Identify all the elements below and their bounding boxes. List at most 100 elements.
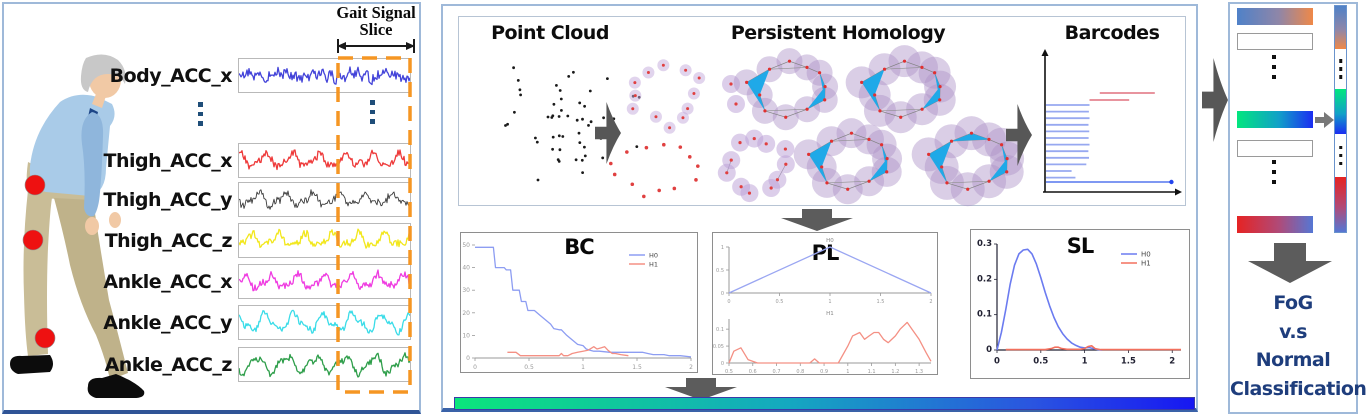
svg-text:0: 0 <box>727 299 730 305</box>
front-leg <box>54 198 128 380</box>
bc-plot-title: BC <box>564 235 594 259</box>
classification-panel: FoG v.s Normal Classification <box>1228 2 1366 414</box>
svg-text:0.7: 0.7 <box>773 369 781 375</box>
svg-text:0.5: 0.5 <box>716 268 724 274</box>
slice-range-arrow-icon <box>337 39 415 53</box>
svg-text:0: 0 <box>466 355 470 362</box>
signal-label: Thigh_ACC_x <box>103 150 233 172</box>
flow-arrow-right-icon <box>595 102 621 164</box>
signal-trace-box <box>238 347 411 382</box>
svg-text:0.9: 0.9 <box>820 369 828 375</box>
svg-text:1.5: 1.5 <box>877 299 885 305</box>
ellipsis-dots <box>1272 160 1276 184</box>
sl-plot-title: SL <box>1066 234 1095 258</box>
flow-arrow-down-icon <box>1248 243 1332 283</box>
svg-text:2: 2 <box>1169 357 1175 367</box>
vector-gradient-section <box>1335 177 1346 232</box>
gait-slice-window-box <box>336 56 412 394</box>
stage-title-barcodes: Barcodes <box>1064 22 1160 44</box>
signal-label: Thigh_ACC_y <box>103 189 232 211</box>
signal-label: Ankle_ACC_z <box>104 354 233 376</box>
svg-text:1.3: 1.3 <box>915 369 923 375</box>
svg-text:1: 1 <box>581 364 585 371</box>
svg-text:30: 30 <box>462 287 470 294</box>
svg-text:0.6: 0.6 <box>749 369 757 375</box>
back-shoe <box>10 355 53 374</box>
svg-text:1: 1 <box>828 299 831 305</box>
empty-feature-vector-bar <box>1237 140 1313 157</box>
tda-pipeline-panel: Point Cloud Persistent Homology Barcodes… <box>441 4 1198 412</box>
svg-text:1.5: 1.5 <box>1121 357 1136 367</box>
svg-text:0.5: 0.5 <box>725 369 733 375</box>
svg-text:0: 0 <box>473 364 477 371</box>
vector-ellipsis-section <box>1335 49 1346 89</box>
empty-feature-vector-bar <box>1237 33 1313 50</box>
svg-text:H1: H1 <box>1141 260 1151 268</box>
simplicial-complexes <box>609 45 1025 207</box>
svg-text:40: 40 <box>462 265 470 272</box>
gray-hair <box>80 54 126 92</box>
svg-text:1: 1 <box>846 369 849 375</box>
ellipsis-dots <box>370 100 375 124</box>
vector-ellipsis-section <box>1335 134 1346 177</box>
feature-vector-gradient-bar <box>454 397 1195 410</box>
elderly-person-illustration <box>10 54 145 398</box>
bc-plot: BC 0 0.5 1 1.5 2 0 10 20 30 40 50 H0 H1 <box>460 232 698 373</box>
classification-text-line: v.s <box>1279 321 1307 343</box>
svg-text:1.5: 1.5 <box>632 364 642 371</box>
svg-text:50: 50 <box>462 242 470 249</box>
svg-text:H0: H0 <box>649 252 658 260</box>
stacked-feature-vector <box>1334 5 1347 233</box>
flow-arrow-down-icon <box>781 209 853 231</box>
svg-text:0.5: 0.5 <box>524 364 534 371</box>
svg-text:1.1: 1.1 <box>868 369 876 375</box>
svg-text:0: 0 <box>986 345 992 355</box>
svg-text:0: 0 <box>994 357 1000 367</box>
hand <box>85 217 99 235</box>
svg-text:0.1: 0.1 <box>716 327 724 333</box>
svg-text:0: 0 <box>721 291 724 297</box>
svg-text:H1: H1 <box>649 261 658 269</box>
stage-title-persistent-homology: Persistent Homology <box>730 22 946 44</box>
svg-text:0.5: 0.5 <box>776 299 784 305</box>
svg-text:0.5: 0.5 <box>1033 357 1048 367</box>
svg-text:0.2: 0.2 <box>977 274 992 284</box>
sensor-markers <box>22 174 56 349</box>
flow-arrow-right-icon <box>1202 58 1228 142</box>
far-hand <box>109 212 121 228</box>
vector-gradient-section <box>1335 89 1346 134</box>
signal-label: Thigh_ACC_z <box>104 230 233 252</box>
map-arrow-right-icon <box>1315 112 1334 128</box>
signal-trace-box <box>238 182 411 217</box>
classification-text-line: Classification <box>1230 378 1366 400</box>
svg-text:1: 1 <box>1082 357 1088 367</box>
signal-label: Ankle_ACC_y <box>103 312 232 334</box>
svg-text:0.3: 0.3 <box>977 239 992 249</box>
svg-text:10: 10 <box>462 332 470 339</box>
signal-trace-box <box>238 223 411 258</box>
feature-vector-bar <box>1237 216 1313 233</box>
feature-vector-bar <box>1237 8 1313 25</box>
svg-text:0.05: 0.05 <box>713 344 724 350</box>
svg-text:0.1: 0.1 <box>977 310 992 320</box>
pl-plot: PL H0 0 0.5 1 1.5 2 0 0.5 1 H1 0.5 0.6 0.7 0.8 0.9 1 1.1… <box>712 232 938 375</box>
signal-trace-box <box>238 58 411 93</box>
svg-text:20: 20 <box>462 310 470 317</box>
classification-text-line: FoG <box>1273 292 1313 314</box>
svg-text:H1: H1 <box>826 311 834 317</box>
gait-slice-label-line2: Slice <box>359 20 393 39</box>
svg-text:0: 0 <box>721 361 724 367</box>
svg-text:H0: H0 <box>1141 251 1151 259</box>
svg-text:2: 2 <box>689 364 693 371</box>
flow-arrow-right-icon <box>1006 104 1032 166</box>
barcode-plot <box>1041 49 1182 196</box>
svg-text:1.2: 1.2 <box>891 369 899 375</box>
svg-text:1: 1 <box>721 245 724 251</box>
signal-trace-box <box>238 264 411 299</box>
feature-vector-bar <box>1237 111 1313 128</box>
arm <box>81 112 104 217</box>
sl-plot: SL 0 0.5 1 1.5 2 0 0.1 0.2 0.3 H0 H1 <box>970 229 1190 379</box>
front-shoe <box>87 374 145 398</box>
gait-slice-label: Gait Signal Slice <box>296 4 456 38</box>
